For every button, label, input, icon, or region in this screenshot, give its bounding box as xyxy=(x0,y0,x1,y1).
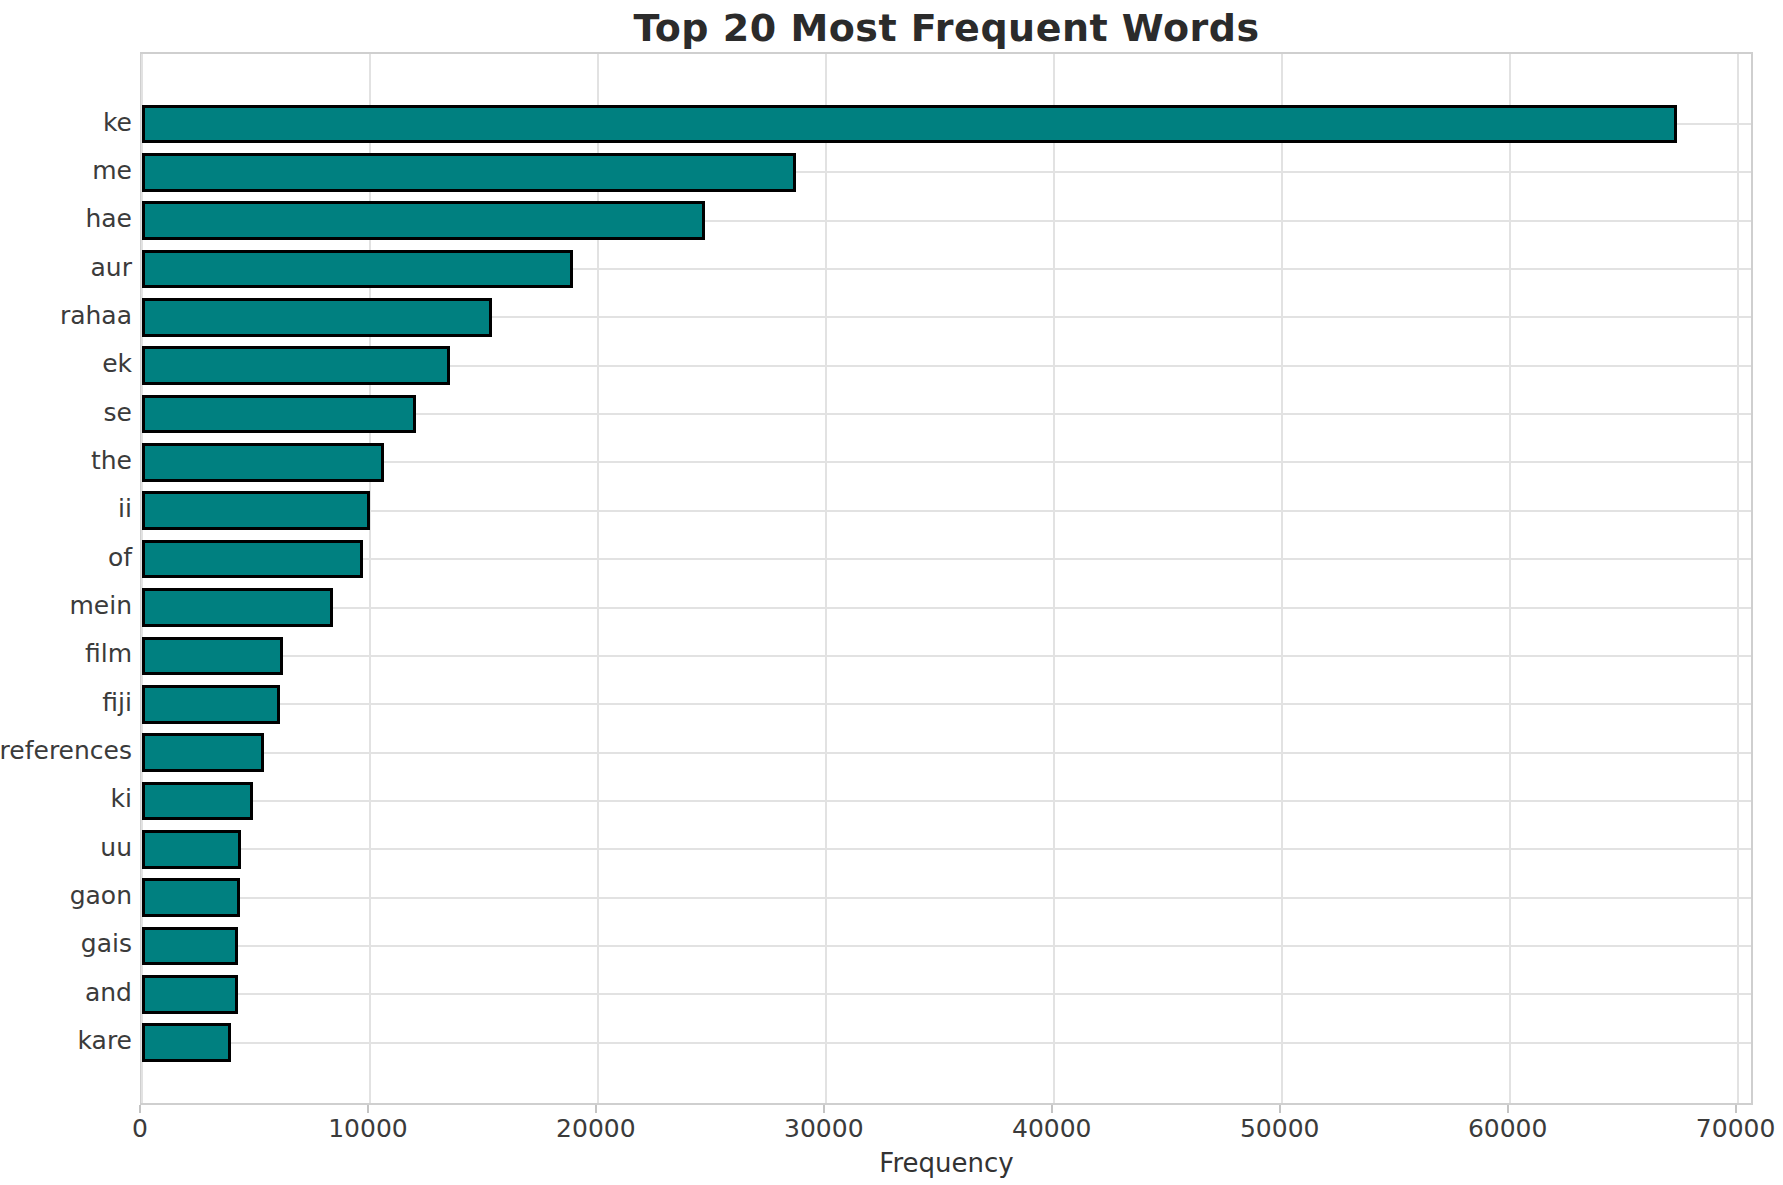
y-tick-label: ek xyxy=(0,351,132,376)
bar-fiji xyxy=(142,685,280,724)
y-tick-label: hae xyxy=(0,206,132,231)
x-tick-label: 50000 xyxy=(1200,1114,1360,1143)
y-tick-label: kare xyxy=(0,1028,132,1053)
y-gridline xyxy=(142,703,1751,705)
x-tick-label: 40000 xyxy=(972,1114,1132,1143)
y-gridline xyxy=(142,993,1751,995)
x-tick-label: 0 xyxy=(60,1114,220,1143)
bar-aur xyxy=(142,250,573,289)
bar-of xyxy=(142,540,363,579)
bar-gaon xyxy=(142,878,240,917)
x-tick-label: 20000 xyxy=(516,1114,676,1143)
x-tick-mark xyxy=(1507,1105,1509,1113)
x-tick-mark xyxy=(1279,1105,1281,1113)
x-tick-label: 30000 xyxy=(744,1114,904,1143)
x-tick-mark xyxy=(1051,1105,1053,1113)
chart-title: Top 20 Most Frequent Words xyxy=(140,6,1753,50)
y-gridline xyxy=(142,510,1751,512)
y-tick-label: se xyxy=(0,400,132,425)
y-gridline xyxy=(142,800,1751,802)
bar-hae xyxy=(142,201,705,240)
bar-gais xyxy=(142,927,238,966)
y-tick-label: ii xyxy=(0,496,132,521)
x-tick-mark xyxy=(595,1105,597,1113)
x-tick-mark xyxy=(367,1105,369,1113)
bar-uu xyxy=(142,830,241,869)
y-gridline xyxy=(142,558,1751,560)
y-tick-label: film xyxy=(0,641,132,666)
bar-film xyxy=(142,637,283,676)
x-tick-label: 10000 xyxy=(288,1114,448,1143)
bar-ke xyxy=(142,105,1677,144)
bar-ek xyxy=(142,346,450,385)
y-tick-label: aur xyxy=(0,255,132,280)
bar-ki xyxy=(142,782,253,821)
x-tick-label: 60000 xyxy=(1428,1114,1588,1143)
y-tick-label: ki xyxy=(0,786,132,811)
y-tick-label: the xyxy=(0,448,132,473)
bar-se xyxy=(142,395,416,434)
y-tick-label: gais xyxy=(0,931,132,956)
y-gridline xyxy=(142,655,1751,657)
y-gridline xyxy=(142,897,1751,899)
y-tick-label: me xyxy=(0,158,132,183)
y-gridline xyxy=(142,1042,1751,1044)
y-tick-label: ke xyxy=(0,110,132,135)
x-tick-label: 70000 xyxy=(1656,1114,1783,1143)
y-tick-label: and xyxy=(0,980,132,1005)
bar-me xyxy=(142,153,796,192)
y-tick-label: mein xyxy=(0,593,132,618)
y-tick-label: uu xyxy=(0,835,132,860)
bar-references xyxy=(142,733,264,772)
y-tick-label: references xyxy=(0,738,132,763)
y-tick-label: rahaa xyxy=(0,303,132,328)
y-gridline xyxy=(142,945,1751,947)
bar-kare xyxy=(142,1023,231,1062)
y-gridline xyxy=(142,752,1751,754)
x-axis-label: Frequency xyxy=(140,1148,1753,1178)
y-tick-label: gaon xyxy=(0,883,132,908)
bar-rahaa xyxy=(142,298,492,337)
y-tick-label: fiji xyxy=(0,690,132,715)
y-gridline xyxy=(142,607,1751,609)
bar-ii xyxy=(142,491,370,530)
plot-area xyxy=(140,52,1753,1105)
y-gridline xyxy=(142,848,1751,850)
y-tick-label: of xyxy=(0,545,132,570)
bar-the xyxy=(142,443,384,482)
x-tick-mark xyxy=(823,1105,825,1113)
x-tick-mark xyxy=(1735,1105,1737,1113)
frequency-bar-chart: Top 20 Most Frequent Words ke me hae aur rah… xyxy=(0,0,1783,1185)
bar-and xyxy=(142,975,238,1014)
x-tick-mark xyxy=(139,1105,141,1113)
bar-mein xyxy=(142,588,333,627)
